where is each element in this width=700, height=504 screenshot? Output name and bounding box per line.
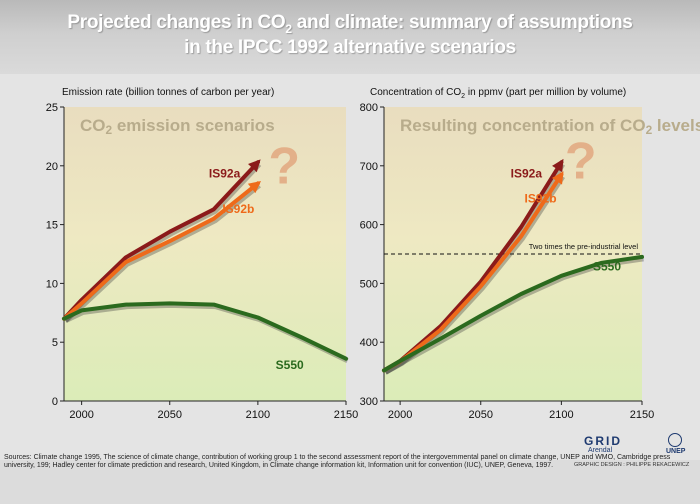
- footer: [0, 460, 700, 504]
- x-tick-label: 2150: [334, 409, 358, 421]
- series-line-is92a: [62, 160, 260, 321]
- series-line-is92b: [62, 181, 260, 321]
- y-tick-label: 10: [46, 278, 58, 290]
- graphic-design-credit: GRAPHIC DESIGN : PHILIPPE REKACEWICZ: [574, 462, 690, 468]
- series-label-is92b: IS92b: [525, 191, 557, 205]
- y-tick-label: 20: [46, 161, 58, 173]
- y-tick-label: 400: [360, 337, 378, 349]
- grid-arendal-unep-logo: GRID Arendal UNEP: [578, 432, 694, 462]
- series-shadow: [384, 256, 644, 375]
- title-text: Projected changes in CO: [67, 12, 286, 33]
- sources-credit: Sources: Climate change 1995, The scienc…: [4, 454, 671, 469]
- series-label-s550: S550: [593, 259, 621, 273]
- inset-title: Resulting concentration of CO2 levels: [400, 116, 700, 137]
- title-text: and climate: summary of assumptions: [291, 12, 633, 33]
- page-title-line-2: in the IPCC 1992 alternative scenarios: [184, 37, 516, 58]
- arrowhead-is92b: [551, 171, 564, 185]
- series-line-s550: [382, 254, 644, 373]
- y-tick-label: 600: [360, 220, 378, 232]
- question-mark: ?: [268, 137, 300, 195]
- series-label-is92b: IS92b: [222, 202, 254, 216]
- chart-concentration: Concentration of CO2 in ppmv (part per m…: [360, 87, 700, 421]
- series-shadow: [63, 183, 261, 323]
- header-banner: Projected changes in CO2 and climate: su…: [0, 0, 700, 74]
- logo-unep-text: UNEP: [666, 448, 686, 455]
- series-label-s550: S550: [276, 358, 304, 372]
- unep-emblem-icon: [668, 433, 682, 447]
- y-axis-label: Concentration of CO2 in ppmv (part per m…: [370, 87, 626, 100]
- x-tick-label: 2050: [158, 409, 182, 421]
- y-tick-label: 0: [52, 396, 58, 408]
- y-tick-label: 15: [46, 220, 58, 232]
- y-axis-label: Emission rate (billion tonnes of carbon …: [62, 87, 274, 98]
- chart-emissions: Emission rate (billion tonnes of carbon …: [46, 87, 358, 421]
- reference-line-label: Two times the pre-industrial level: [529, 242, 639, 251]
- series-label-is92a: IS92a: [209, 167, 241, 181]
- y-tick-label: 25: [46, 102, 58, 114]
- y-tick-label: 500: [360, 278, 378, 290]
- y-tick-label: 300: [360, 396, 378, 408]
- series-shadow: [384, 175, 565, 375]
- title-subscript: 2: [285, 21, 292, 36]
- y-tick-label: 700: [360, 161, 378, 173]
- x-tick-label: 2150: [630, 409, 654, 421]
- series-label-is92a: IS92a: [511, 167, 543, 181]
- logo-grid-text: GRID: [584, 434, 622, 448]
- arrowhead-is92a: [552, 158, 564, 173]
- x-tick-label: 2100: [246, 409, 270, 421]
- page-title-line-1: Projected changes in CO2 and climate: su…: [0, 12, 700, 36]
- arrowhead-is92a: [248, 159, 261, 173]
- series-line-s550: [62, 301, 348, 361]
- inset-title: CO2 emission scenarios: [80, 116, 275, 137]
- x-tick-label: 2000: [69, 409, 93, 421]
- arrowhead-is92b: [247, 180, 261, 194]
- x-tick-label: 2050: [469, 409, 493, 421]
- y-tick-label: 5: [52, 337, 58, 349]
- x-tick-label: 2100: [549, 409, 573, 421]
- logo-arendal-text: Arendal: [588, 447, 613, 454]
- plot-area: [64, 107, 346, 401]
- question-mark: ?: [565, 133, 597, 191]
- x-tick-label: 2000: [388, 409, 412, 421]
- y-tick-label: 800: [360, 102, 378, 114]
